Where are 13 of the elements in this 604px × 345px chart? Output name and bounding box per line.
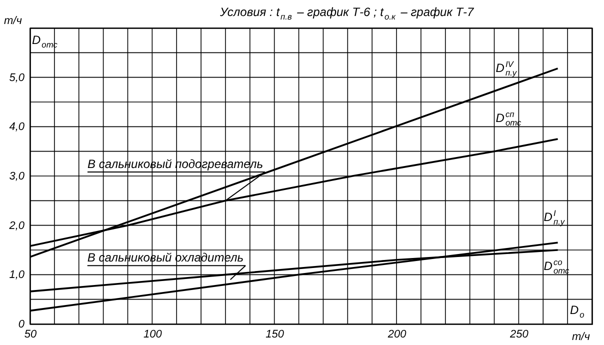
y-tick-label: 0	[18, 318, 26, 330]
x-axis-title: т/ч	[572, 331, 590, 343]
x-tick-label: 200	[386, 328, 408, 340]
y-axis-title: т/ч	[4, 15, 22, 27]
y-tick-label: 3,0	[9, 170, 26, 182]
y-tick-label: 1,0	[9, 269, 26, 282]
x-tick-label: 150	[266, 328, 285, 340]
y-tick-label: 5,0	[9, 72, 26, 84]
x-tick-label: 50	[24, 328, 38, 340]
y-tick-label: 4,0	[9, 121, 26, 134]
y-tick-label: 2,0	[8, 220, 26, 232]
x-tick-label: 250	[509, 328, 530, 340]
x-tick-label: 100	[143, 328, 163, 340]
